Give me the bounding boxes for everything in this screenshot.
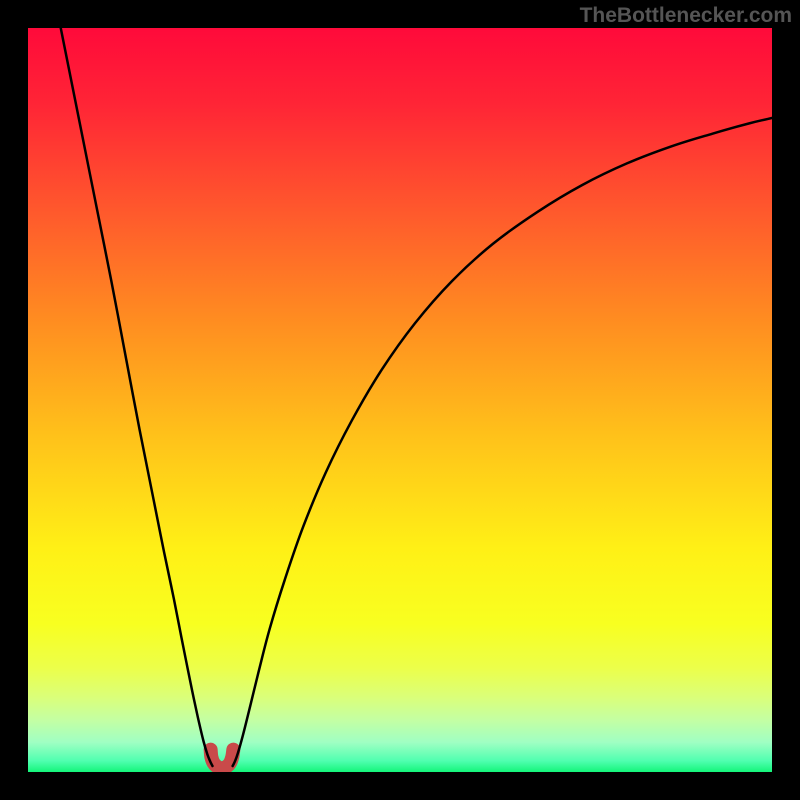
watermark-text: TheBottlenecker.com	[580, 4, 792, 28]
gradient-background	[28, 28, 772, 772]
bottleneck-plot	[28, 28, 772, 772]
